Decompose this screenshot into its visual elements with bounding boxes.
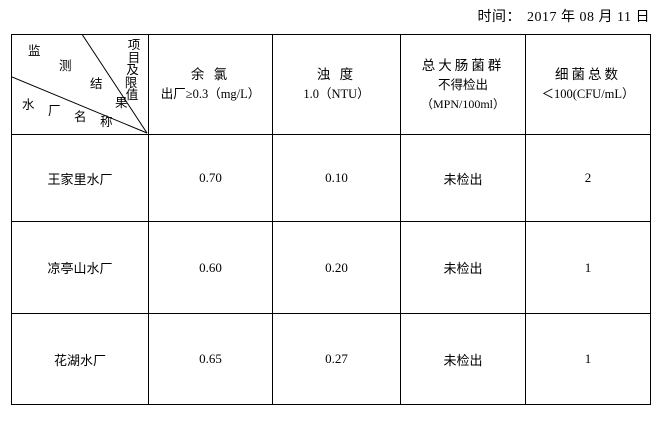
corner-axis-cell: 项 目 及 限 值 监 测 结 果 水 <box>11 34 149 135</box>
column-header-line3: （MPN/100ml） <box>420 97 505 111</box>
column-header-line1: 总大肠菌群 <box>421 58 505 73</box>
column-header-bacteria-count: 细菌总数 ＜100(CFU/mL） <box>525 34 651 135</box>
cell-residual-chlorine: 0.60 <box>148 221 273 314</box>
cell-turbidity: 0.27 <box>272 313 401 405</box>
cell-turbidity: 0.10 <box>272 134 401 222</box>
table-header-row: 项 目 及 限 值 监 测 结 果 水 <box>11 34 651 135</box>
cell-total-coliform: 未检出 <box>400 134 526 222</box>
cell-plant-name: 花湖水厂 <box>11 313 149 405</box>
table-row: 王家里水厂 0.70 0.10 未检出 2 <box>11 134 651 222</box>
column-header-line1: 浊 度 <box>316 67 357 82</box>
column-header-turbidity: 浊 度 1.0（NTU） <box>272 34 401 135</box>
diagonal-divider-icon <box>12 35 148 134</box>
cell-bacteria-count: 2 <box>525 134 651 222</box>
date-value: 2017 年 08 月 11 日 <box>527 10 650 25</box>
cell-bacteria-count: 1 <box>525 313 651 405</box>
cell-residual-chlorine: 0.70 <box>148 134 273 222</box>
column-header-line1: 细菌总数 <box>555 67 621 82</box>
table-row: 花湖水厂 0.65 0.27 未检出 1 <box>11 313 651 405</box>
column-header-line2: 出厂≥0.3（mg/L） <box>160 87 261 102</box>
date-label: 时间： <box>477 10 522 25</box>
table-row: 凉亭山水厂 0.60 0.20 未检出 1 <box>11 221 651 314</box>
column-header-line2: 1.0（NTU） <box>303 87 370 102</box>
column-header-total-coliform: 总大肠菌群 不得检出 （MPN/100ml） <box>400 34 526 135</box>
cell-turbidity: 0.20 <box>272 221 401 314</box>
column-header-residual-chlorine: 余 氯 出厂≥0.3（mg/L） <box>148 34 273 135</box>
column-header-line1: 余 氯 <box>190 67 231 82</box>
cell-residual-chlorine: 0.65 <box>148 313 273 405</box>
cell-bacteria-count: 1 <box>525 221 651 314</box>
column-header-line2: 不得检出 <box>437 78 488 93</box>
cell-plant-name: 凉亭山水厂 <box>11 221 149 314</box>
water-quality-table: 项 目 及 限 值 监 测 结 果 水 <box>11 34 651 405</box>
column-header-line2: ＜100(CFU/mL） <box>541 87 635 102</box>
report-date: 时间： 2017 年 08 月 11 日 <box>478 6 650 26</box>
cell-total-coliform: 未检出 <box>400 313 526 405</box>
corner-label-item-limit: 项 目 及 限 值 <box>124 38 141 102</box>
cell-total-coliform: 未检出 <box>400 221 526 314</box>
cell-plant-name: 王家里水厂 <box>11 134 149 222</box>
